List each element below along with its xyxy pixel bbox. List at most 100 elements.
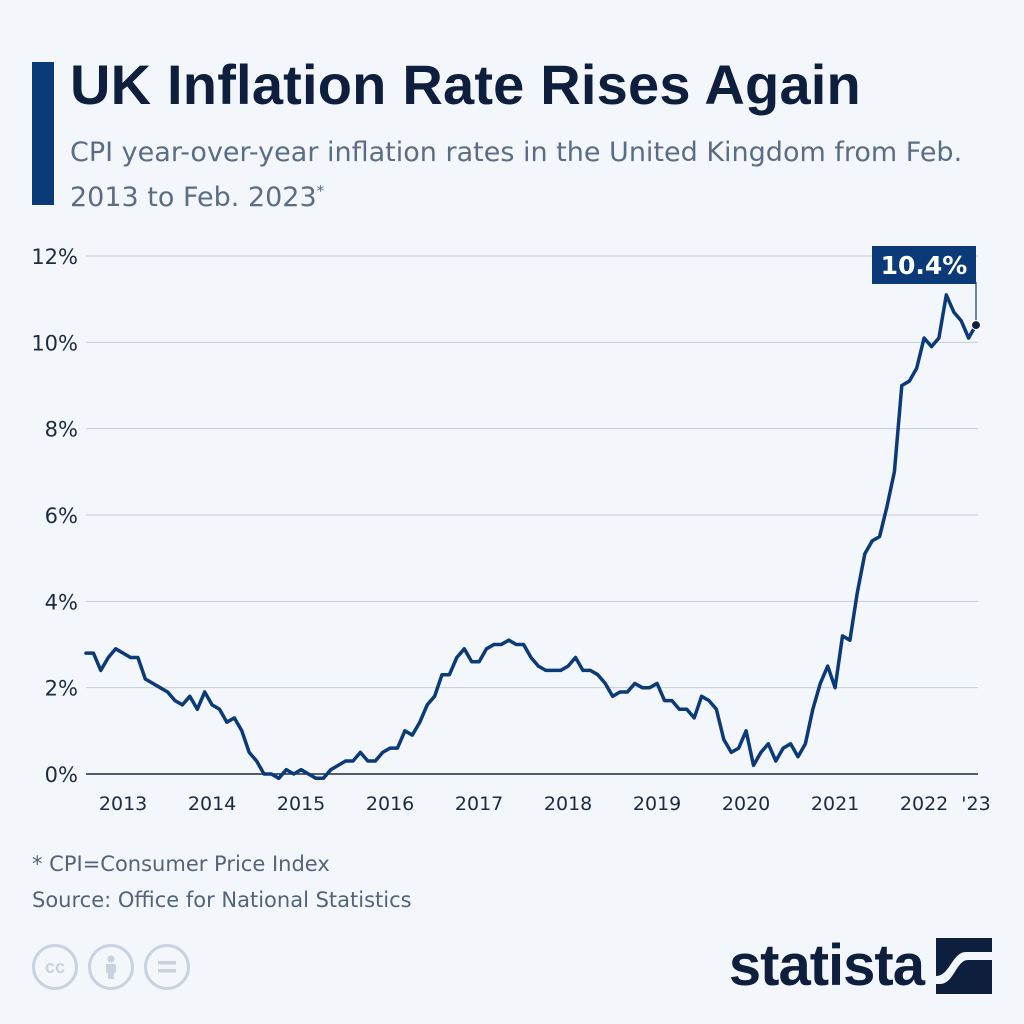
data-point: [173, 699, 177, 702]
data-point: [781, 746, 785, 750]
y-tick-label: 2%: [45, 677, 78, 701]
data-point: [863, 552, 866, 556]
data-point: [329, 768, 332, 771]
data-point: [744, 729, 748, 733]
x-tick-label: 2019: [633, 793, 681, 815]
data-point: [188, 695, 192, 698]
data-point: [603, 682, 607, 685]
brand-wordmark: statista: [728, 933, 925, 998]
latest-point-marker: [971, 320, 981, 331]
data-point: [767, 742, 770, 745]
data-point: [856, 591, 859, 594]
data-point: [374, 759, 377, 763]
data-point: [730, 751, 733, 754]
footnote: * CPI=Consumer Price Index: [32, 852, 330, 876]
data-point: [618, 690, 622, 694]
data-point: [715, 708, 718, 711]
data-point: [930, 345, 933, 348]
callout-label: 10.4%: [881, 251, 968, 280]
data-point: [678, 708, 681, 711]
data-point: [307, 772, 310, 776]
title-accent-bar: [32, 62, 54, 205]
data-point: [336, 764, 340, 767]
data-point: [596, 673, 599, 676]
statista-mark-icon: [936, 937, 992, 994]
data-point: [574, 656, 577, 659]
data-point: [351, 759, 355, 763]
y-tick-label: 12%: [31, 245, 78, 269]
data-point: [522, 643, 525, 646]
subtitle-text: CPI year-over-year inflation rates in th…: [70, 137, 963, 213]
data-point: [485, 647, 488, 651]
creative-commons-icon[interactable]: cc: [32, 944, 78, 990]
y-tick-label: 6%: [45, 504, 78, 528]
data-point: [403, 729, 407, 733]
data-point: [663, 699, 666, 702]
data-point: [158, 686, 162, 689]
data-point: [366, 759, 370, 763]
data-point: [411, 733, 414, 737]
data-point: [344, 759, 347, 763]
data-point: [92, 651, 95, 655]
data-point: [707, 699, 711, 702]
x-tick-label: 2013: [99, 793, 147, 815]
license-icons: cc: [32, 944, 190, 990]
data-point: [737, 746, 740, 750]
x-tick-label: 2022: [900, 793, 948, 815]
data-point: [559, 669, 562, 672]
data-point: [774, 759, 777, 763]
data-point: [514, 643, 518, 646]
callout-box: [872, 246, 976, 284]
data-point: [136, 656, 140, 659]
inflation-series-line: [84, 293, 978, 781]
data-point: [381, 751, 384, 754]
chart-title: UK Inflation Rate Rises Again: [70, 53, 861, 116]
data-point: [811, 708, 815, 711]
data-point: [203, 690, 206, 694]
attribution-icon[interactable]: [88, 944, 134, 990]
data-point: [537, 664, 540, 668]
data-point: [210, 703, 214, 707]
data-point: [544, 669, 548, 672]
data-point: [826, 664, 829, 668]
data-point: [870, 539, 874, 543]
source-note: Source: Office for National Statistics: [32, 888, 412, 912]
no-derivatives-icon[interactable]: [144, 944, 190, 990]
data-point: [322, 777, 325, 780]
data-point: [581, 669, 585, 672]
data-point: [233, 716, 236, 720]
data-point: [270, 772, 273, 776]
data-point: [121, 651, 125, 655]
data-point: [299, 768, 303, 771]
y-tick-label: 4%: [45, 590, 78, 614]
data-point: [114, 647, 117, 651]
data-points: [84, 293, 978, 780]
data-point: [566, 664, 570, 668]
data-point: [314, 777, 318, 780]
data-point: [915, 367, 918, 370]
x-tick-label: 2020: [722, 793, 770, 815]
data-point: [107, 656, 110, 659]
data-point: [752, 764, 755, 767]
data-point: [552, 669, 555, 672]
subtitle-footnote-mark: *: [316, 182, 325, 200]
data-point: [225, 721, 229, 724]
statista-logo[interactable]: statista: [729, 932, 992, 999]
data-point: [166, 690, 169, 694]
data-point: [670, 699, 674, 702]
data-point: [945, 293, 948, 297]
data-point: [641, 686, 644, 689]
data-point: [151, 682, 154, 685]
data-point: [722, 738, 726, 741]
y-tick-label: 0%: [45, 763, 78, 787]
data-point: [292, 772, 295, 776]
data-point: [796, 755, 800, 758]
data-point: [922, 336, 926, 340]
data-point: [500, 643, 503, 646]
data-point: [937, 336, 941, 340]
data-point: [425, 703, 429, 707]
x-tick-label: 2016: [366, 793, 414, 815]
data-point: [247, 751, 251, 754]
data-point: [440, 673, 444, 676]
data-point: [589, 669, 592, 672]
